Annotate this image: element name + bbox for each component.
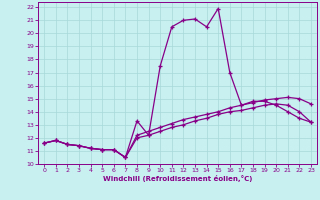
X-axis label: Windchill (Refroidissement éolien,°C): Windchill (Refroidissement éolien,°C) [103,175,252,182]
